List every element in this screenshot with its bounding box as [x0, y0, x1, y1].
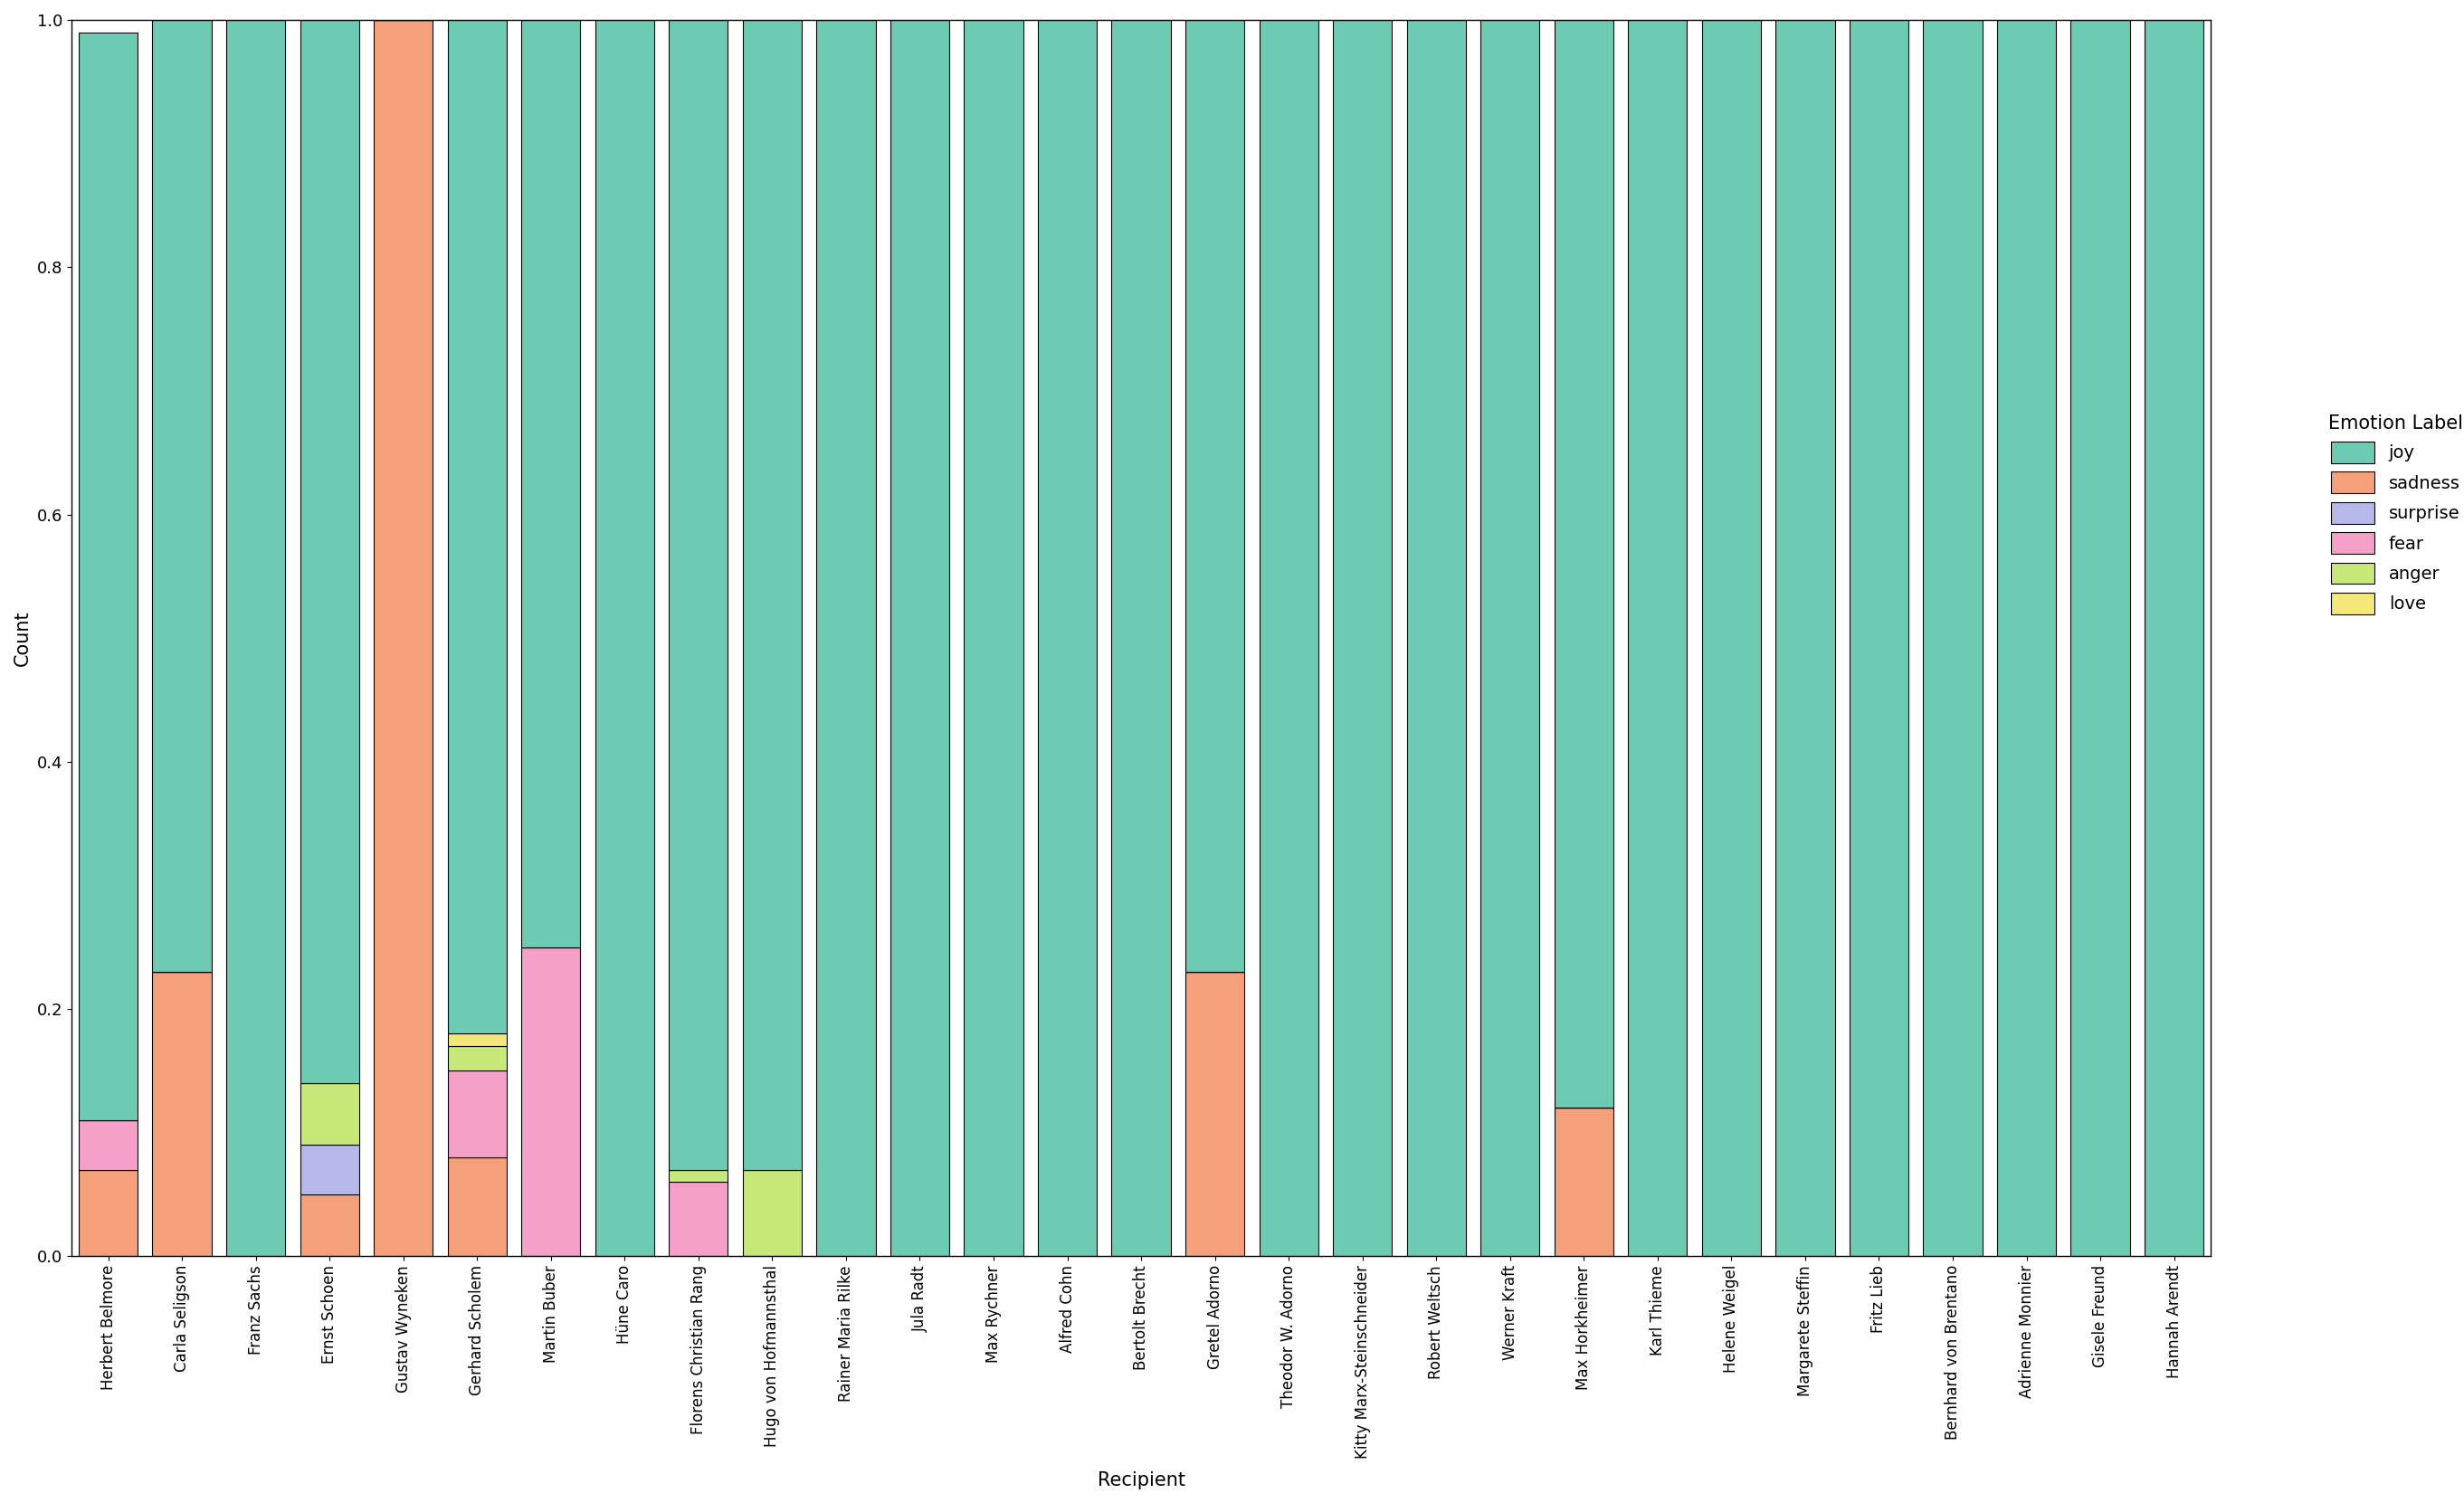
Bar [2144, 20, 2203, 1257]
Bar [1703, 20, 1762, 1257]
Bar [448, 1034, 508, 1046]
Bar [596, 20, 653, 1257]
Bar [1333, 20, 1392, 1257]
Bar [1185, 20, 1244, 972]
Bar [522, 947, 582, 1257]
Bar [448, 20, 508, 1034]
Bar [1924, 20, 1981, 1257]
Bar [1629, 20, 1688, 1257]
Bar [1555, 1108, 1614, 1257]
Bar [668, 1169, 727, 1183]
Y-axis label: Count: Count [15, 610, 32, 666]
Bar [1037, 20, 1096, 1257]
Bar [153, 20, 212, 972]
Bar [1259, 20, 1318, 1257]
Bar [2070, 20, 2129, 1257]
Bar [153, 972, 212, 1257]
X-axis label: Recipient: Recipient [1096, 1471, 1185, 1489]
Bar [1481, 20, 1540, 1257]
Bar [742, 20, 801, 1169]
Bar [1111, 20, 1170, 1257]
Bar [448, 1157, 508, 1257]
Bar [375, 20, 434, 1257]
Bar [448, 1046, 508, 1070]
Bar [668, 1183, 727, 1257]
Bar [227, 20, 286, 1257]
Bar [1996, 20, 2055, 1257]
Bar [668, 20, 727, 1169]
Legend: joy, sadness, surprise, fear, anger, love: joy, sadness, surprise, fear, anger, lov… [2311, 397, 2464, 631]
Bar [522, 20, 582, 947]
Bar [890, 20, 949, 1257]
Bar [79, 1120, 138, 1169]
Bar [1555, 20, 1614, 1108]
Bar [1850, 20, 1910, 1257]
Bar [1777, 20, 1836, 1257]
Bar [448, 1070, 508, 1157]
Bar [301, 1195, 360, 1257]
Bar [79, 1169, 138, 1257]
Bar [79, 32, 138, 1120]
Bar [742, 1169, 801, 1257]
Bar [301, 1084, 360, 1145]
Bar [816, 20, 875, 1257]
Bar [301, 20, 360, 1084]
Bar [963, 20, 1023, 1257]
Bar [301, 1145, 360, 1195]
Bar [1185, 972, 1244, 1257]
Bar [1407, 20, 1466, 1257]
